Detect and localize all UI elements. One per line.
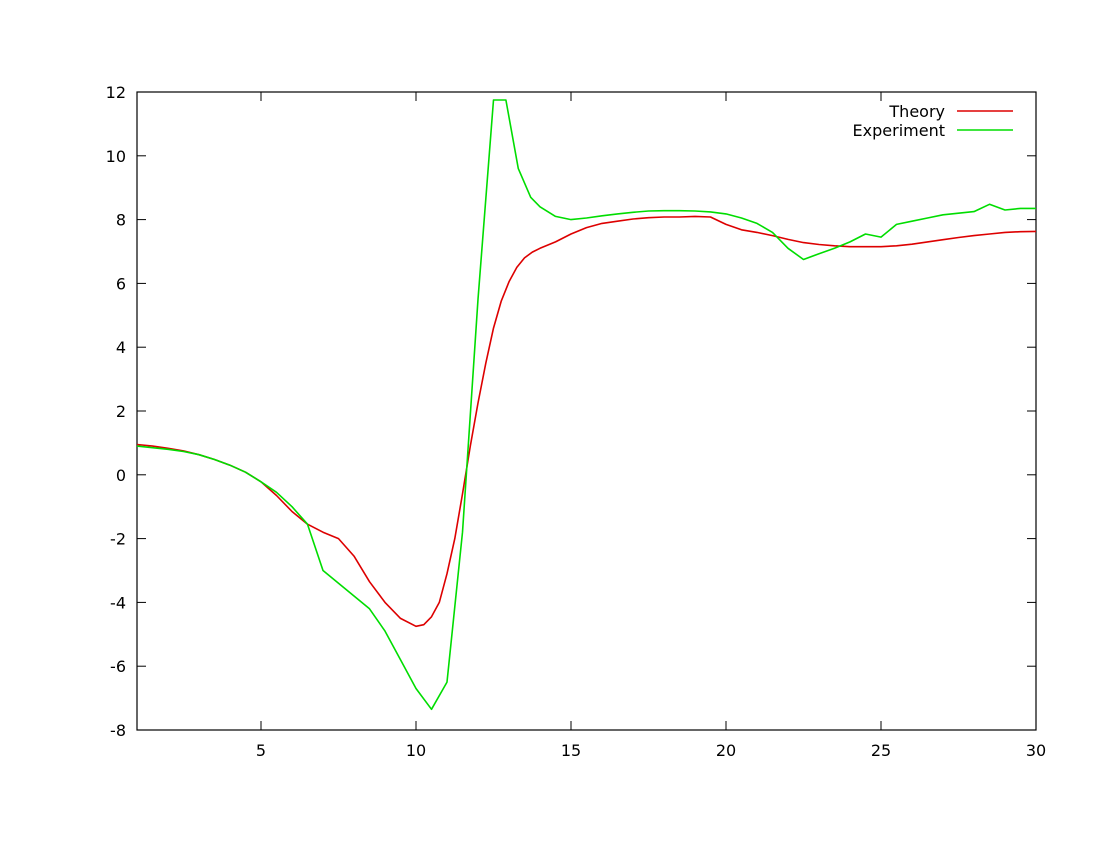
y-tick-label: -4 — [110, 593, 126, 612]
legend-label-experiment: Experiment — [853, 121, 945, 140]
legend: Theory Experiment — [853, 102, 1013, 140]
legend-label-theory: Theory — [888, 102, 945, 121]
x-tick-label: 15 — [561, 741, 581, 760]
y-tick-label: 4 — [116, 338, 126, 357]
series-line-theory — [136, 215, 1037, 628]
y-tick-label: 2 — [116, 402, 126, 421]
series-layer — [136, 99, 1037, 711]
x-tick-label: 10 — [406, 741, 426, 760]
y-tick-label: -8 — [110, 721, 126, 740]
y-tick-label: 10 — [106, 147, 126, 166]
x-tick-label: 25 — [871, 741, 891, 760]
y-tick-label: -6 — [110, 657, 126, 676]
plot-frame — [136, 91, 1037, 731]
x-tick-label: 30 — [1026, 741, 1046, 760]
y-axis-ticks: -8 -6 -4 -2 0 2 4 6 8 10 12 — [106, 83, 1036, 740]
y-tick-label: 6 — [116, 274, 126, 293]
y-tick-label: 0 — [116, 466, 126, 485]
x-tick-label: 5 — [256, 741, 266, 760]
x-axis-ticks: 5 10 15 20 25 30 — [256, 92, 1046, 760]
series-line-experiment — [136, 99, 1036, 711]
y-tick-label: 8 — [116, 211, 126, 230]
y-tick-label: 12 — [106, 83, 126, 102]
x-tick-label: 20 — [716, 741, 736, 760]
y-tick-label: -2 — [110, 530, 126, 549]
